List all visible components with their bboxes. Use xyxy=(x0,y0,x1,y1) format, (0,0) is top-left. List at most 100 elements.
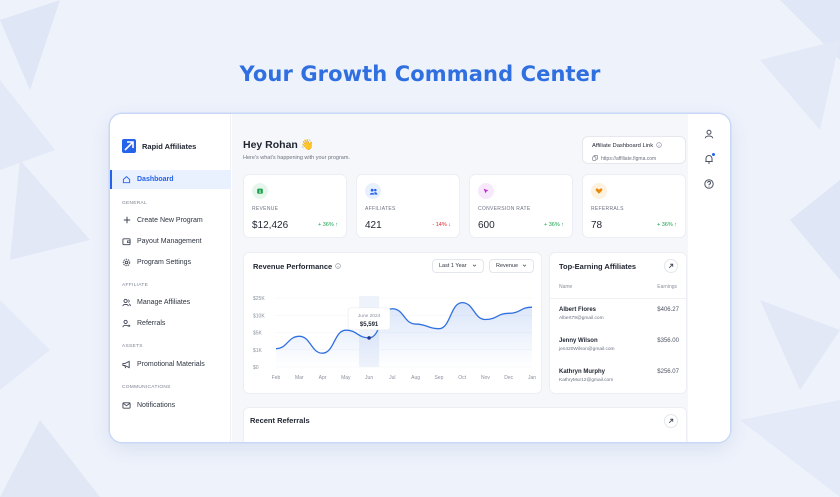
x-tick-label: Aug xyxy=(411,375,420,381)
sidebar-item-promotional-materials[interactable]: Promotional Materials xyxy=(122,358,205,370)
area-fill xyxy=(276,302,532,367)
sidebar-item-label: Dashboard xyxy=(137,176,174,183)
arrow-up-right-icon xyxy=(668,418,674,424)
y-tick-label: $1K xyxy=(253,348,263,354)
stat-label: REFERRALS xyxy=(591,206,624,212)
affiliate-row[interactable]: Kathryn Murphy KathryMur12@gmail.com $25… xyxy=(559,369,679,383)
stat-delta: + 36% ↑ xyxy=(543,222,564,228)
sidebar-item-program-settings[interactable]: Program Settings xyxy=(122,256,191,268)
sidebar: Rapid Affiliates Dashboard GENERAL Creat… xyxy=(110,114,231,442)
page-headline: Your Growth Command Center xyxy=(239,62,601,86)
sidebar-item-label: Create New Program xyxy=(137,216,203,224)
stat-label: REVENUE xyxy=(252,206,279,212)
stat-value: 600 xyxy=(478,220,495,231)
y-tick-label: $0 xyxy=(253,365,259,371)
user-referral-icon xyxy=(122,319,131,328)
range-select-value: Last 1 Year xyxy=(439,263,467,269)
affiliate-name: Albert Flores xyxy=(559,307,597,313)
affiliate-earnings: $356.00 xyxy=(657,338,679,344)
link-title: Affiliate Dashboard Link xyxy=(592,143,654,149)
profile-icon[interactable] xyxy=(704,129,714,139)
section-assets: ASSETS xyxy=(122,344,143,349)
section-general: GENERAL xyxy=(122,201,148,206)
affiliate-row[interactable]: Jenny Wilson jen420Wilson@gmail.com $356… xyxy=(559,338,679,352)
affiliate-email: Albert79@gmail.com xyxy=(559,316,604,321)
x-tick-label: Dec xyxy=(504,375,513,381)
range-select[interactable]: Last 1 Year xyxy=(432,259,484,273)
stat-card-revenue: $ REVENUE $12,426 + 36% ↑ xyxy=(243,174,347,238)
stat-delta: + 36% ↑ xyxy=(317,222,338,228)
stat-delta: + 36% ↑ xyxy=(656,222,677,228)
heart-icon xyxy=(595,188,603,194)
x-tick-label: Apr xyxy=(319,375,327,381)
revenue-chart: $25K $10K $5K $1K $0 Feb Mar Apr May Jun Jul Aug Sep… xyxy=(253,296,536,381)
sidebar-item-label: Notifications xyxy=(137,401,176,409)
expand-button[interactable] xyxy=(664,259,678,273)
x-tick-label: Mar xyxy=(295,375,304,381)
stat-label: CONVERSION RATE xyxy=(478,206,531,212)
affiliate-earnings: $256.07 xyxy=(657,369,679,375)
affiliate-row[interactable]: Albert Flores Albert79@gmail.com $406.27 xyxy=(559,307,679,321)
sidebar-item-notifications[interactable]: Notifications xyxy=(122,399,175,411)
main-content: Hey Rohan 👋 Here's what's happening with… xyxy=(232,114,688,442)
column-header-earnings: Earnings xyxy=(657,284,677,290)
x-tick-label: Sep xyxy=(434,375,443,381)
top-earning-title: Top-Earning Affiliates xyxy=(559,262,637,271)
expand-button[interactable] xyxy=(664,414,678,428)
sidebar-item-manage-affiliates[interactable]: Manage Affiliates xyxy=(122,296,190,308)
cursor-click-icon xyxy=(483,188,489,194)
tooltip-box xyxy=(347,307,391,331)
notification-dot xyxy=(711,152,716,157)
help-icon[interactable] xyxy=(704,179,714,189)
brand-logo-icon xyxy=(122,139,136,153)
x-tick-label: Jun xyxy=(365,375,373,381)
sidebar-item-create-program[interactable]: Create New Program xyxy=(122,214,203,226)
metric-select[interactable]: Revenue xyxy=(489,259,534,273)
tooltip-label: June 2024 xyxy=(358,313,381,319)
sidebar-item-label: Program Settings xyxy=(137,258,192,266)
affiliate-email: jen420Wilson@gmail.com xyxy=(559,347,615,352)
bell-icon[interactable] xyxy=(704,152,716,164)
stat-label: AFFILIATES xyxy=(365,206,396,212)
y-tick-label: $10K xyxy=(253,313,265,319)
referrals-badge xyxy=(591,183,607,199)
link-url[interactable]: https://affiliate.figma.com xyxy=(601,156,657,162)
sidebar-item-label: Referrals xyxy=(137,319,166,327)
greeting-title: Hey Rohan 👋 xyxy=(243,139,314,151)
sidebar-item-referrals[interactable]: Referrals xyxy=(122,317,165,329)
affiliate-name: Kathryn Murphy xyxy=(559,369,606,375)
revenue-performance-card: $25K $10K $5K $1K $0 Feb Mar Apr May Jun Jul Aug Sep… xyxy=(243,252,542,394)
chevron-down-icon xyxy=(472,263,477,270)
stat-value: 421 xyxy=(365,220,382,231)
sidebar-item-dashboard[interactable]: Dashboard xyxy=(110,170,231,189)
section-communications: COMMUNICATIONS xyxy=(122,385,171,390)
affiliate-name: Jenny Wilson xyxy=(559,338,598,344)
gear-icon xyxy=(122,258,131,267)
stat-card-conversion-rate: CONVERSION RATE 600 + 36% ↑ xyxy=(469,174,573,238)
brand[interactable]: Rapid Affiliates xyxy=(122,139,196,153)
money-icon: $ xyxy=(257,188,263,194)
y-tick-label: $5K xyxy=(253,331,263,337)
x-tick-label: Jul xyxy=(389,375,395,381)
tooltip-value: $5,591 xyxy=(360,322,379,328)
brand-name: Rapid Affiliates xyxy=(142,141,197,151)
affiliate-email: KathryMur12@gmail.com xyxy=(559,378,614,383)
stat-value: $12,426 xyxy=(252,220,289,231)
stat-card-affiliates: AFFILIATES 421 - 14% ↓ xyxy=(356,174,460,238)
conversion-badge xyxy=(478,183,494,199)
info-icon xyxy=(656,142,662,150)
greeting-subtitle: Here's what's happening with your progra… xyxy=(243,155,350,161)
users-icon xyxy=(369,188,377,195)
metric-select-value: Revenue xyxy=(496,263,519,269)
sidebar-item-label: Manage Affiliates xyxy=(137,298,191,306)
mail-icon xyxy=(122,401,131,410)
copy-icon[interactable] xyxy=(592,155,598,163)
x-tick-label: Jan xyxy=(528,375,536,381)
top-earning-affiliates-card: Top-Earning Affiliates Name Earnings Alb… xyxy=(549,252,687,394)
sidebar-item-payout-management[interactable]: Payout Management xyxy=(122,235,202,247)
recent-referrals-title: Recent Referrals xyxy=(250,416,310,425)
affiliate-link-card[interactable]: Affiliate Dashboard Link https://affilia… xyxy=(582,136,686,164)
x-tick-label: Feb xyxy=(272,375,281,381)
stat-value: 78 xyxy=(591,220,603,231)
arrow-up-right-icon xyxy=(668,263,674,269)
